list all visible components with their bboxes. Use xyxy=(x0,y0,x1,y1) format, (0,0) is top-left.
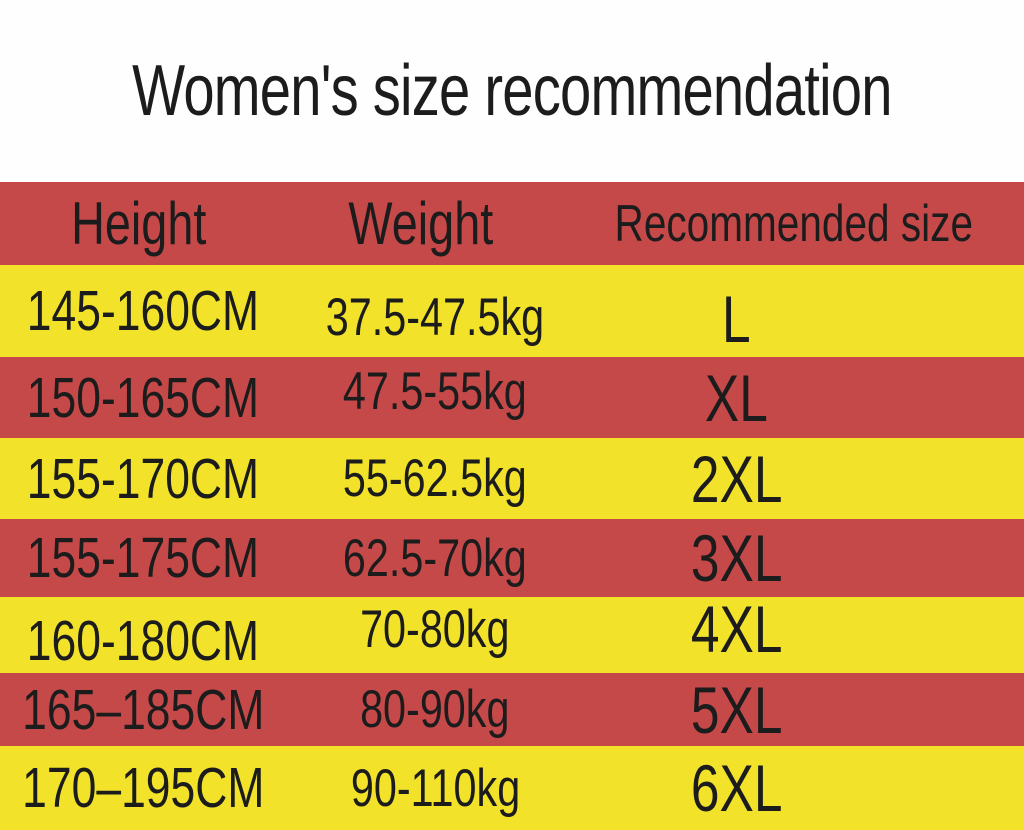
height-cell: 170–195CM xyxy=(22,756,265,820)
table-row: 170–195CM 90-110kg 6XL xyxy=(0,746,1024,830)
weight-cell: 47.5-55kg xyxy=(343,362,528,421)
height-cell: 155-170CM xyxy=(27,446,260,511)
header-height: Height xyxy=(71,190,207,257)
size-cell: 4XL xyxy=(690,592,783,666)
size-cell: L xyxy=(722,282,751,356)
height-cell: 165–185CM xyxy=(22,677,265,742)
table-row: 145-160CM 37.5-47.5kg L xyxy=(0,265,1024,357)
table-row: 165–185CM 80-90kg 5XL xyxy=(0,672,1024,747)
weight-cell: 90-110kg xyxy=(350,758,520,818)
header-recommended-size: Recommended size xyxy=(615,194,974,253)
table-row: 160-180CM 70-80kg 4XL xyxy=(0,592,1024,673)
page-title: Women's size recommendation xyxy=(132,51,892,131)
size-cell: 6XL xyxy=(690,751,783,825)
size-cell: 2XL xyxy=(690,441,783,516)
table-row: 150-165CM 47.5-55kg XL xyxy=(0,357,1024,438)
title-area: Women's size recommendation xyxy=(0,0,1024,182)
header-weight: Weight xyxy=(348,190,494,257)
weight-cell: 62.5-70kg xyxy=(343,528,528,588)
height-cell: 160-180CM xyxy=(27,609,260,673)
table-header-row: Height Weight Recommended size xyxy=(0,182,1024,265)
weight-cell: 55-62.5kg xyxy=(343,449,528,508)
height-cell: 145-160CM xyxy=(27,279,260,343)
weight-cell: 70-80kg xyxy=(360,599,510,659)
size-cell: XL xyxy=(704,360,768,435)
size-cell: 5XL xyxy=(690,672,783,747)
table-row: 155-175CM 62.5-70kg 3XL xyxy=(0,519,1024,597)
size-table: Height Weight Recommended size 145-160CM… xyxy=(0,182,1024,830)
height-cell: 155-175CM xyxy=(27,526,260,590)
weight-cell: 37.5-47.5kg xyxy=(326,287,545,347)
height-cell: 150-165CM xyxy=(27,365,260,430)
size-cell: 3XL xyxy=(690,521,783,595)
weight-cell: 80-90kg xyxy=(360,680,510,739)
table-row: 155-170CM 55-62.5kg 2XL xyxy=(0,438,1024,519)
